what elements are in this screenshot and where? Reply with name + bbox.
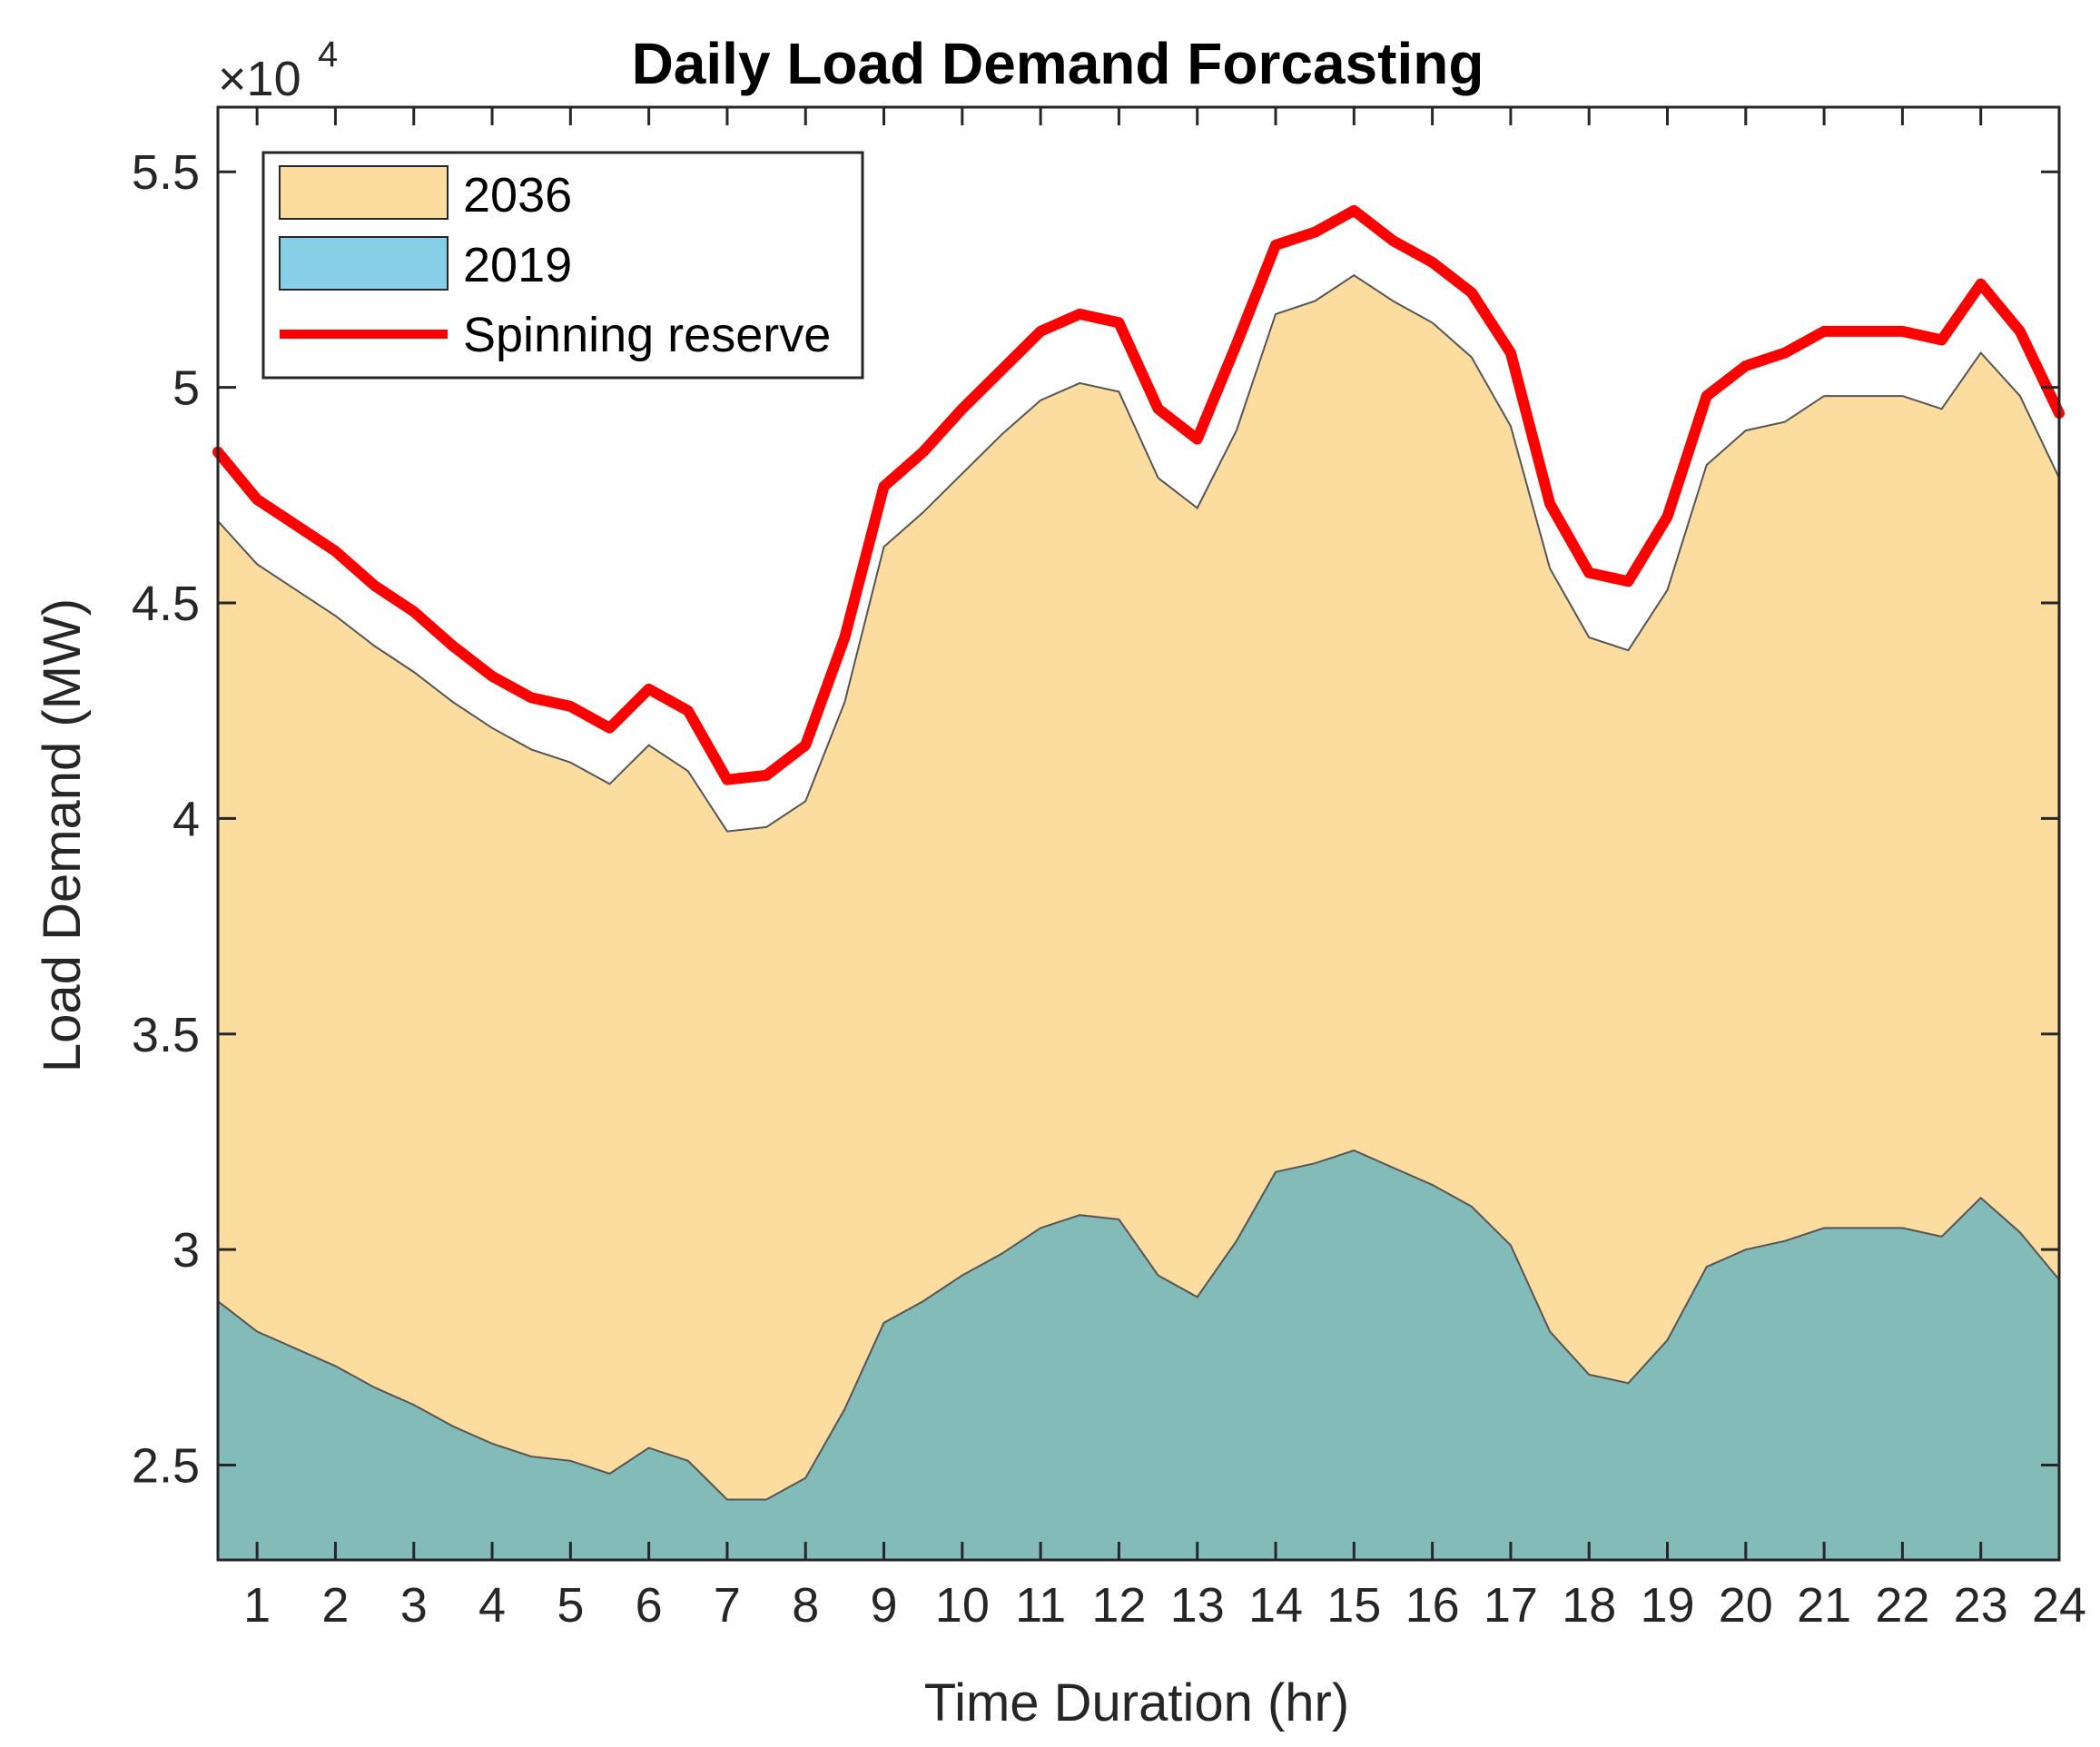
x-tick-label: 16	[1405, 1578, 1460, 1633]
legend-label-2036: 2036	[463, 168, 572, 222]
y-axis-label: Load Demand (MW)	[33, 598, 92, 1072]
x-tick-label: 22	[1875, 1578, 1929, 1633]
x-tick-label: 1	[243, 1578, 271, 1633]
y-tick-label: 3	[173, 1223, 200, 1278]
y-tick-label: 5	[173, 361, 200, 416]
chart-title: Daily Load Demand Forcasting	[632, 31, 1484, 96]
legend: 2036 2019 Spinning reserve	[261, 151, 864, 380]
y-tick-label: 3.5	[132, 1008, 200, 1062]
x-tick-label: 13	[1170, 1578, 1225, 1633]
plot-frame	[216, 105, 2061, 1562]
x-axis-ticks: 1 2 3 4 5 6 7 8 9 10 11 12 13 14 15 16 17 18 19 20 21 22 23 24	[243, 107, 2086, 1633]
x-tick-label: 6	[636, 1578, 663, 1633]
area-2036	[217, 274, 2060, 1561]
x-tick-label: 20	[1719, 1578, 1773, 1633]
legend-swatch-2019	[279, 236, 449, 291]
x-tick-label: 5	[557, 1578, 584, 1633]
x-tick-label: 23	[1954, 1578, 2008, 1633]
legend-swatch-2036	[279, 165, 449, 220]
x-tick-label: 17	[1484, 1578, 1538, 1633]
x-tick-label: 14	[1248, 1578, 1303, 1633]
spinning-reserve-line	[212, 204, 2065, 785]
area-2019	[217, 1149, 2060, 1561]
x-tick-label: 11	[1015, 1578, 1066, 1633]
x-tick-label: 21	[1797, 1578, 1851, 1633]
x-tick-label: 8	[792, 1578, 819, 1633]
x-tick-label: 3	[400, 1578, 428, 1633]
y-tick-label: 5.5	[132, 145, 200, 200]
series-layer	[212, 204, 2065, 1561]
y-tick-label: 2.5	[132, 1439, 200, 1494]
x-tick-label: 19	[1640, 1578, 1694, 1633]
x-tick-label: 9	[871, 1578, 898, 1633]
x-tick-label: 15	[1326, 1578, 1381, 1633]
y-exponent-power: 4	[318, 35, 338, 74]
y-tick-label: 4	[173, 792, 200, 846]
x-tick-label: 7	[714, 1578, 741, 1633]
y-exponent-label: ×10	[218, 52, 301, 106]
x-tick-label: 24	[2032, 1578, 2086, 1633]
x-tick-label: 2	[321, 1578, 349, 1633]
x-tick-label: 12	[1091, 1578, 1146, 1633]
x-axis-label: Time Duration (hr)	[924, 1673, 1349, 1732]
x-tick-label: 10	[935, 1578, 990, 1633]
legend-label-spinning-reserve: Spinning reserve	[463, 308, 831, 362]
y-axis-ticks: 2.5 3 3.5 4 4.5 5 5.5	[132, 145, 2059, 1494]
legend-label-2019: 2019	[463, 238, 572, 292]
x-tick-label: 4	[478, 1578, 506, 1633]
x-tick-label: 18	[1562, 1578, 1616, 1633]
y-tick-label: 4.5	[132, 577, 200, 631]
